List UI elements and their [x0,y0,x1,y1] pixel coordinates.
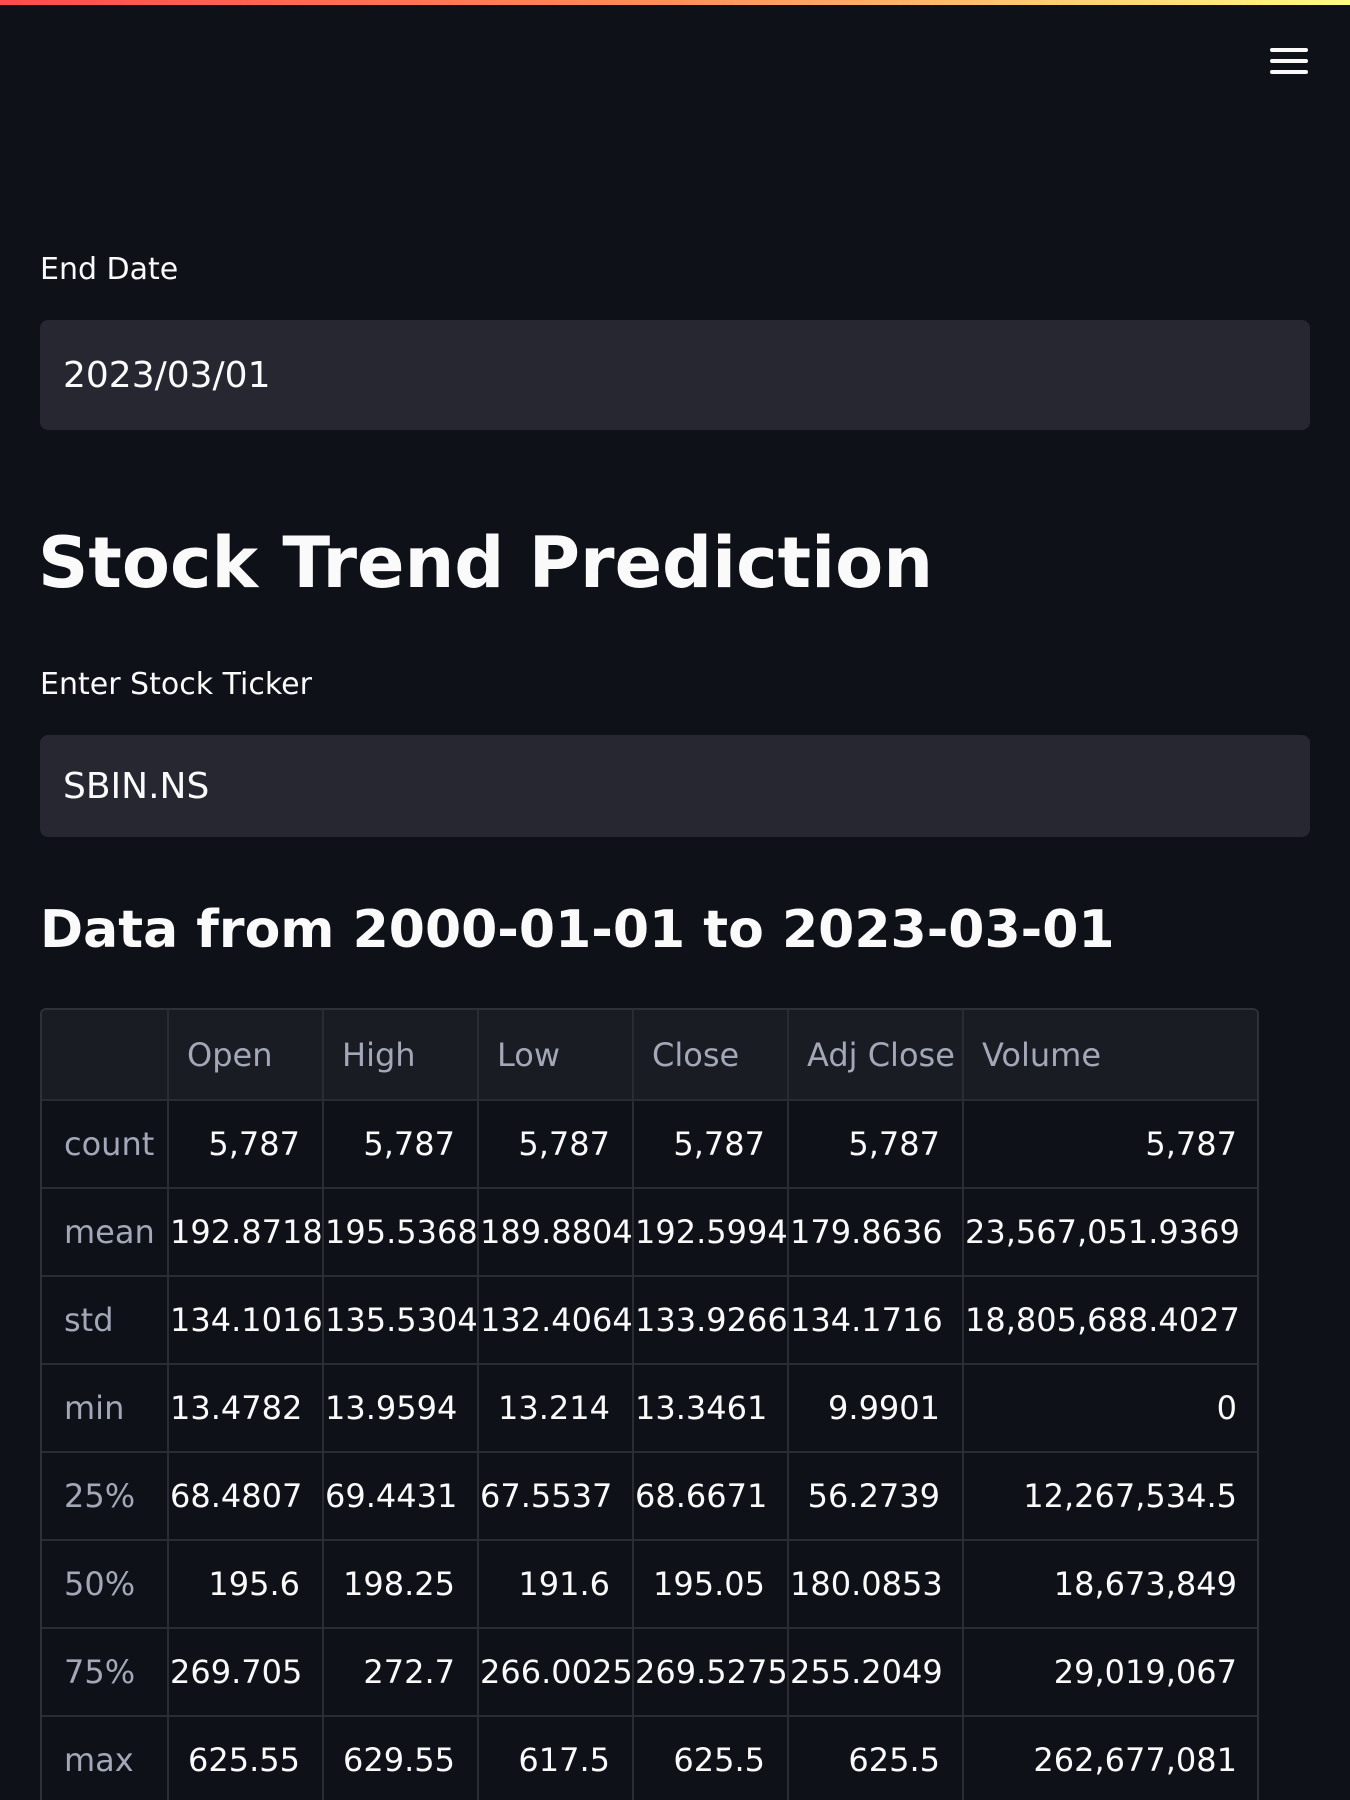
column-header-close[interactable]: Close [632,1010,789,1101]
column-header-high[interactable]: High [322,1010,479,1101]
row-header: min [42,1363,169,1453]
data-range-heading: Data from 2000-01-01 to 2023-03-01 [40,900,1115,960]
table-cell[interactable]: 0 [962,1363,1257,1453]
table-row: count 5,787 5,787 5,787 5,787 5,787 5,787 [42,1099,1257,1189]
page-title: Stock Trend Prediction [38,522,934,604]
table-cell[interactable]: 134.1016 [167,1275,324,1365]
table-cell[interactable]: 255.2049 [787,1627,964,1717]
table-cell[interactable]: 192.5994 [632,1187,789,1277]
table-cell[interactable]: 5,787 [167,1099,324,1189]
ticker-input[interactable]: SBIN.NS [40,735,1310,837]
table-cell[interactable]: 266.0025 [477,1627,634,1717]
column-header-index [42,1010,169,1101]
stats-table: Open High Low Close Adj Close Volume cou… [42,1010,1257,1800]
table-cell[interactable]: 179.8636 [787,1187,964,1277]
table-cell[interactable]: 18,673,849 [962,1539,1257,1629]
table-cell[interactable]: 56.2739 [787,1451,964,1541]
table-cell[interactable]: 5,787 [322,1099,479,1189]
table-cell[interactable]: 625.5 [787,1715,964,1800]
end-date-label: End Date [40,252,179,287]
table-cell[interactable]: 5,787 [787,1099,964,1189]
table-cell[interactable]: 629.55 [322,1715,479,1800]
table-cell[interactable]: 133.9266 [632,1275,789,1365]
table-cell[interactable]: 625.55 [167,1715,324,1800]
table-cell[interactable]: 135.5304 [322,1275,479,1365]
row-header: 25% [42,1451,169,1541]
table-row: 50% 195.6 198.25 191.6 195.05 180.0853 18,673,… [42,1539,1257,1629]
end-date-value: 2023/03/01 [63,354,271,396]
table-cell[interactable]: 262,677,081 [962,1715,1257,1800]
table-cell[interactable]: 269.705 [167,1627,324,1717]
table-cell[interactable]: 269.5275 [632,1627,789,1717]
table-cell[interactable]: 67.5537 [477,1451,634,1541]
table-row: max 625.55 629.55 617.5 625.5 625.5 262,677,08… [42,1715,1257,1800]
table-cell[interactable]: 9.9901 [787,1363,964,1453]
column-header-volume[interactable]: Volume [962,1010,1257,1101]
table-header-row: Open High Low Close Adj Close Volume [42,1010,1257,1101]
table-cell[interactable]: 195.5368 [322,1187,479,1277]
table-cell[interactable]: 18,805,688.4027 [962,1275,1257,1365]
row-header: max [42,1715,169,1800]
table-cell[interactable]: 29,019,067 [962,1627,1257,1717]
top-decoration-bar [0,0,1350,5]
table-row: min 13.4782 13.9594 13.214 13.3461 9.9901 0 [42,1363,1257,1453]
table-cell[interactable]: 625.5 [632,1715,789,1800]
table-cell[interactable]: 68.4807 [167,1451,324,1541]
table-row: 25% 68.4807 69.4431 67.5537 68.6671 56.2739 12… [42,1451,1257,1541]
menu-line-top [1270,48,1308,52]
row-header: 50% [42,1539,169,1629]
row-header: count [42,1099,169,1189]
table-cell[interactable]: 23,567,051.9369 [962,1187,1257,1277]
table-cell[interactable]: 5,787 [962,1099,1257,1189]
column-header-adj-close[interactable]: Adj Close [787,1010,964,1101]
table-cell[interactable]: 132.4064 [477,1275,634,1365]
table-row: 75% 269.705 272.7 266.0025 269.5275 255.2049 2… [42,1627,1257,1717]
table-row: std 134.1016 135.5304 132.4064 133.9266 134.1… [42,1275,1257,1365]
table-cell[interactable]: 13.3461 [632,1363,789,1453]
hamburger-menu-icon[interactable] [1266,44,1314,80]
table-cell[interactable]: 13.4782 [167,1363,324,1453]
table-cell[interactable]: 198.25 [322,1539,479,1629]
row-header: mean [42,1187,169,1277]
table-cell[interactable]: 13.9594 [322,1363,479,1453]
table-cell[interactable]: 180.0853 [787,1539,964,1629]
table-cell[interactable]: 5,787 [632,1099,789,1189]
table-cell[interactable]: 191.6 [477,1539,634,1629]
table-cell[interactable]: 189.8804 [477,1187,634,1277]
table-cell[interactable]: 617.5 [477,1715,634,1800]
row-header: std [42,1275,169,1365]
table-cell[interactable]: 12,267,534.5 [962,1451,1257,1541]
end-date-input[interactable]: 2023/03/01 [40,320,1310,430]
ticker-label: Enter Stock Ticker [40,667,312,702]
table-cell[interactable]: 134.1716 [787,1275,964,1365]
stats-table-container[interactable]: Open High Low Close Adj Close Volume cou… [40,1008,1259,1800]
ticker-value: SBIN.NS [63,765,210,807]
table-cell[interactable]: 13.214 [477,1363,634,1453]
table-cell[interactable]: 5,787 [477,1099,634,1189]
table-cell[interactable]: 68.6671 [632,1451,789,1541]
table-cell[interactable]: 272.7 [322,1627,479,1717]
table-cell[interactable]: 192.8718 [167,1187,324,1277]
menu-line-middle [1270,59,1308,63]
column-header-open[interactable]: Open [167,1010,324,1101]
table-cell[interactable]: 195.6 [167,1539,324,1629]
column-header-low[interactable]: Low [477,1010,634,1101]
table-row: mean 192.8718 195.5368 189.8804 192.5994 179.… [42,1187,1257,1277]
row-header: 75% [42,1627,169,1717]
table-cell[interactable]: 195.05 [632,1539,789,1629]
table-cell[interactable]: 69.4431 [322,1451,479,1541]
menu-line-bottom [1270,70,1308,74]
